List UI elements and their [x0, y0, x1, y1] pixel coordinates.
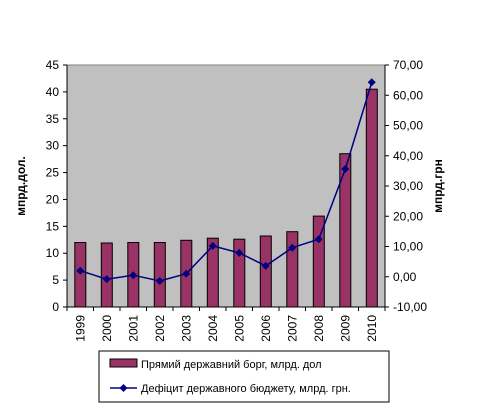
x-tick-label: 2003 [179, 315, 193, 342]
right-tick-label: 70,00 [393, 58, 423, 72]
legend-line-marker [119, 384, 128, 392]
y-axis-title-right: мпрд.грн [431, 159, 445, 213]
left-tick-label: 10 [46, 246, 60, 260]
right-tick-label: 40,00 [393, 149, 423, 163]
legend-bar-label: Прямий державний борг, млрд. дол [141, 359, 322, 371]
deficit-line [80, 81, 373, 282]
left-tick-label: 40 [46, 85, 60, 99]
left-tick-label: 45 [46, 58, 60, 72]
right-tick-labels: -10,00 0,00 10,00 20,00 30,00 40,00 50,00 60,00… [385, 58, 427, 314]
marker-2009 [341, 165, 350, 174]
right-tick-label: 10,00 [393, 240, 423, 254]
right-tick-label: 20,00 [393, 209, 423, 223]
bar-1999 [74, 242, 87, 308]
left-tick-label: 5 [52, 273, 59, 287]
x-tick-label: 2005 [232, 315, 246, 342]
y-axis-title-left: мпрд.дол. [14, 156, 28, 216]
x-tick-labels: 1999 2000 2001 2002 2003 2004 2005 2006 2007 2008… [66, 307, 386, 342]
bar-2010 [365, 88, 378, 308]
bar-series [74, 88, 378, 308]
legend-bar-swatch [109, 358, 138, 368]
bar-2009 [339, 153, 352, 308]
right-tick-label: 50,00 [393, 119, 423, 133]
marker-2007 [288, 243, 297, 252]
left-tick-label: 0 [52, 300, 59, 314]
x-tick-label: 2001 [126, 315, 140, 342]
x-tick-label: 2004 [206, 315, 220, 342]
plot-area [66, 64, 386, 308]
marker-2002 [155, 276, 164, 285]
left-tick-label: 20 [46, 192, 60, 206]
line-series [76, 78, 376, 285]
bar-2006 [259, 235, 272, 308]
x-tick-label: 1999 [73, 315, 87, 342]
x-tick-label: 2006 [259, 315, 273, 342]
marker-2006 [261, 261, 270, 270]
right-tick-label: 60,00 [393, 88, 423, 102]
x-tick-label: 2007 [285, 315, 299, 342]
marker-2001 [129, 271, 138, 280]
right-tick-label: -10,00 [393, 300, 427, 314]
x-tick-label: 2008 [312, 315, 326, 342]
bar-2000 [100, 242, 113, 308]
marker-2003 [182, 269, 191, 278]
bar-2007 [286, 231, 299, 308]
right-tick-label: 30,00 [393, 179, 423, 193]
legend-box [98, 350, 390, 403]
left-tick-label: 15 [46, 219, 60, 233]
bar-2002 [153, 242, 166, 308]
x-tick-label: 2009 [338, 315, 352, 342]
marker-2004 [208, 241, 217, 250]
legend: Прямий державний борг, млрд. дол Дефіцит… [98, 350, 390, 403]
marker-2010 [367, 78, 376, 87]
marker-2000 [102, 275, 111, 284]
marker-2008 [314, 235, 323, 244]
x-tick-label: 2010 [365, 315, 379, 342]
left-tick-label: 25 [46, 166, 60, 180]
left-tick-label: 30 [46, 139, 60, 153]
legend-line-label: Дефіцит державного бюджету, млрд. грн. [141, 383, 351, 395]
x-tick-label: 2002 [153, 315, 167, 342]
x-tick-label: 2000 [100, 315, 114, 342]
marker-2005 [235, 248, 244, 257]
marker-1999 [76, 266, 85, 275]
left-tick-labels: 0 5 10 15 20 25 30 35 40 45 [46, 58, 67, 314]
right-tick-label: 0,00 [393, 270, 417, 284]
left-tick-label: 35 [46, 112, 60, 126]
